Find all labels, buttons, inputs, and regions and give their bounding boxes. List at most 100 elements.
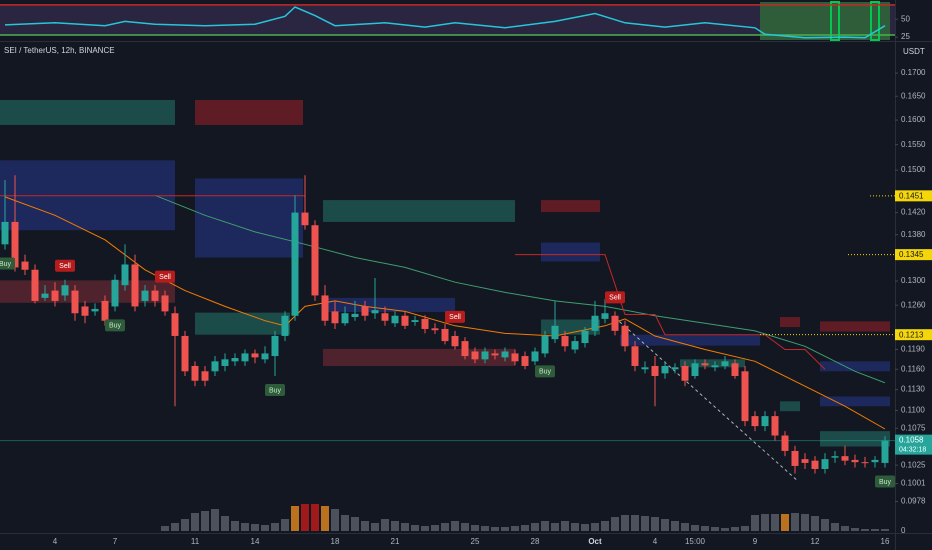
- signal-label: Sell: [609, 295, 621, 302]
- volume-bar: [831, 523, 839, 531]
- signal-label: Sell: [59, 263, 71, 270]
- y-tick-label: 0.1100: [901, 406, 925, 415]
- candle-body: [541, 335, 549, 354]
- currency-label: USDT: [903, 47, 925, 56]
- volume-bar: [811, 516, 819, 531]
- volume-bar: [741, 526, 749, 531]
- price-marker-box: [895, 329, 932, 341]
- candle-body: [691, 363, 699, 377]
- zone: [541, 200, 600, 213]
- oscillator-shade: [760, 2, 890, 40]
- volume-bar: [231, 521, 239, 531]
- candle-body: [91, 308, 99, 312]
- volume-bar: [271, 523, 279, 531]
- signal-badge: [875, 475, 895, 488]
- volume-bar: [591, 523, 599, 531]
- volume-bar: [471, 525, 479, 531]
- candle-body: [351, 313, 359, 317]
- oscillator-tick-label: 25: [901, 32, 910, 41]
- volume-bar: [681, 523, 689, 531]
- volume-bar: [261, 525, 269, 531]
- volume-bar: [661, 519, 669, 531]
- zone: [195, 312, 290, 335]
- volume-bar: [631, 515, 639, 531]
- volume-bar: [851, 528, 859, 531]
- x-tick-label: 25: [471, 537, 480, 546]
- oscillator-tick-label: 50: [901, 14, 910, 23]
- candle-body: [731, 363, 739, 377]
- x-tick-label: 15:00: [685, 537, 706, 546]
- candle-body: [321, 295, 329, 321]
- zone: [820, 396, 890, 407]
- candle-body: [441, 328, 449, 342]
- volume-bar: [541, 521, 549, 531]
- candle-body: [21, 261, 29, 270]
- candle-body: [831, 456, 839, 458]
- volume-bar: [251, 524, 259, 531]
- candle-body: [51, 290, 59, 301]
- volume-bar: [321, 506, 329, 531]
- candle-body: [661, 365, 669, 374]
- candle-body: [261, 353, 269, 360]
- candle-body: [11, 221, 19, 268]
- candle-body: [741, 371, 749, 422]
- volume-bar: [771, 514, 779, 531]
- last-price-box: [895, 434, 932, 455]
- volume-bar: [571, 523, 579, 531]
- signal-badge: [605, 291, 625, 304]
- x-tick-label: 4: [53, 537, 58, 546]
- candle-body: [591, 315, 599, 331]
- volume-bar: [861, 529, 869, 531]
- volume-bar: [761, 514, 769, 531]
- candle-body: [521, 356, 529, 366]
- candle-body: [701, 363, 709, 366]
- candle-body: [291, 212, 299, 316]
- candle-body: [611, 315, 619, 331]
- signal-badge: [105, 319, 125, 332]
- candle-body: [101, 300, 109, 321]
- volume-bar: [621, 515, 629, 531]
- y-tick-label: 0.1190: [901, 345, 925, 354]
- candle-body: [111, 279, 119, 307]
- candle-body: [561, 335, 569, 347]
- volume-bar: [331, 509, 339, 531]
- candle-body: [551, 325, 559, 340]
- candle-body: [181, 335, 189, 372]
- y-tick-label: 0.1300: [901, 276, 926, 285]
- overlay-line: [515, 254, 826, 370]
- volume-bar: [211, 509, 219, 531]
- volume-bar: [551, 523, 559, 531]
- candle-body: [161, 295, 169, 312]
- zone: [195, 100, 303, 125]
- price-marker-box: [895, 249, 932, 261]
- candle-body: [341, 313, 349, 324]
- candle-body: [221, 359, 229, 366]
- candle-body: [151, 290, 159, 301]
- volume-bar: [491, 527, 499, 531]
- candle-body: [581, 330, 589, 344]
- candle-body: [411, 320, 419, 323]
- candle-body: [491, 353, 499, 356]
- candle-body: [571, 341, 579, 350]
- candle-body: [861, 462, 869, 464]
- y-tick-label: 0.1160: [901, 364, 925, 373]
- y-tick-label: 0.0978: [901, 497, 926, 506]
- volume-bar: [461, 523, 469, 531]
- oscillator-signal: [870, 1, 880, 41]
- volume-bar: [791, 513, 799, 531]
- candle-body: [871, 459, 879, 463]
- candle-body: [641, 367, 649, 370]
- volume-bar: [361, 521, 369, 531]
- x-tick-label: 7: [113, 537, 118, 546]
- candle-body: [601, 313, 609, 319]
- candle-body: [711, 365, 719, 368]
- signal-label: Sell: [449, 314, 461, 321]
- zone: [820, 361, 890, 372]
- x-tick-label: Oct: [588, 537, 602, 546]
- signal-badge: [265, 384, 285, 397]
- volume-bar: [511, 526, 519, 531]
- candle-body: [681, 365, 689, 381]
- volume-bar: [221, 516, 229, 531]
- zone: [0, 280, 175, 303]
